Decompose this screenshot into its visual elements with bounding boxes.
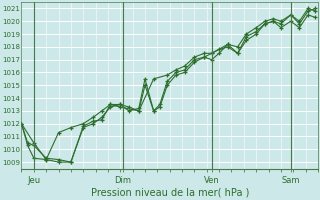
X-axis label: Pression niveau de la mer( hPa ): Pression niveau de la mer( hPa ) xyxy=(91,188,249,198)
